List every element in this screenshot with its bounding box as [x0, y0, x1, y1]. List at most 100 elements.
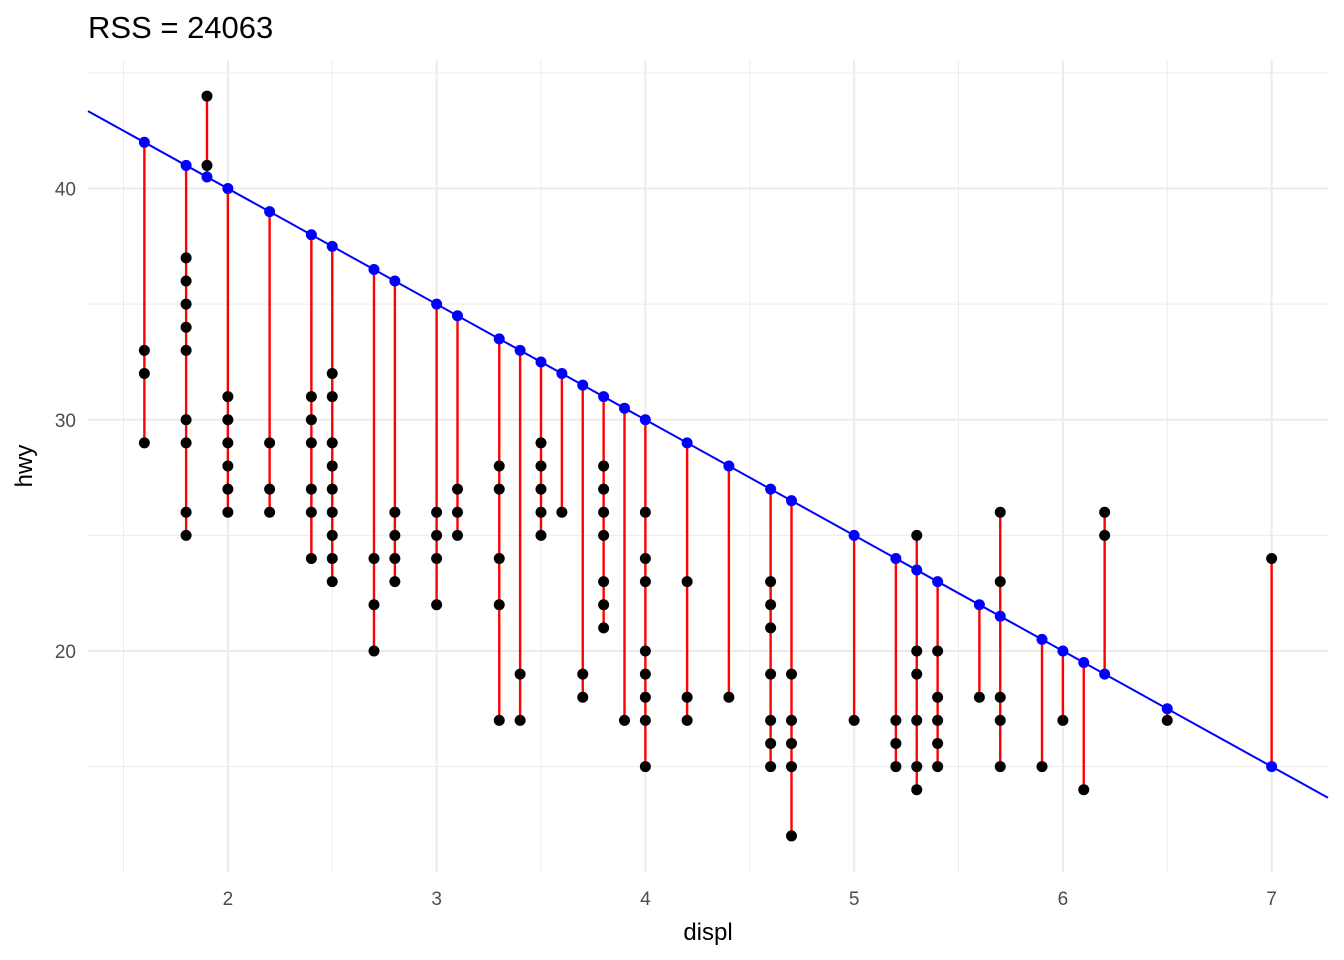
observed-point — [431, 552, 443, 564]
observed-point — [911, 784, 923, 796]
observed-point — [994, 506, 1006, 518]
observed-point — [180, 506, 192, 518]
observed-point — [222, 506, 234, 518]
observed-point — [577, 691, 589, 703]
observed-point — [786, 668, 798, 680]
observed-point — [1266, 552, 1278, 564]
observed-point — [514, 714, 526, 726]
observed-point — [932, 691, 944, 703]
observed-point — [431, 529, 443, 541]
observed-point — [138, 368, 150, 380]
observed-point — [326, 529, 338, 541]
observed-point — [493, 599, 505, 611]
y-tick-label: 40 — [55, 180, 76, 201]
observed-point — [1036, 761, 1048, 773]
observed-point — [598, 529, 610, 541]
observed-point — [639, 552, 651, 564]
observed-point — [911, 714, 923, 726]
fitted-point — [723, 460, 735, 472]
observed-point — [305, 483, 317, 495]
observed-point — [765, 761, 777, 773]
observed-point — [618, 714, 630, 726]
observed-point — [180, 275, 192, 287]
observed-point — [639, 714, 651, 726]
observed-point — [514, 668, 526, 680]
observed-point — [1099, 506, 1111, 518]
observed-point — [932, 761, 944, 773]
observed-point — [765, 714, 777, 726]
observed-point — [848, 714, 860, 726]
fitted-point — [514, 344, 526, 356]
observed-point — [765, 668, 777, 680]
fitted-point — [1266, 761, 1278, 773]
x-tick-label: 5 — [849, 889, 860, 910]
observed-point — [264, 437, 276, 449]
observed-point — [598, 576, 610, 588]
observed-point — [1161, 714, 1173, 726]
observed-point — [431, 599, 443, 611]
observed-point — [598, 483, 610, 495]
observed-point — [535, 460, 547, 472]
observed-point — [890, 761, 902, 773]
observed-point — [180, 321, 192, 333]
fitted-point — [451, 310, 463, 322]
observed-point — [264, 483, 276, 495]
observed-point — [389, 529, 401, 541]
fitted-point — [577, 379, 589, 391]
observed-point — [222, 391, 234, 403]
fitted-point — [368, 263, 380, 275]
fitted-point — [681, 437, 693, 449]
observed-point — [180, 529, 192, 541]
observed-point — [765, 576, 777, 588]
fitted-point — [1078, 657, 1090, 669]
x-tick-label: 2 — [223, 889, 234, 910]
observed-point — [535, 483, 547, 495]
observed-point — [493, 460, 505, 472]
observed-point — [535, 529, 547, 541]
observed-point — [326, 368, 338, 380]
observed-point — [138, 344, 150, 356]
observed-point — [911, 529, 923, 541]
observed-point — [911, 761, 923, 773]
x-tick-label: 4 — [640, 889, 651, 910]
observed-point — [598, 599, 610, 611]
observed-point — [368, 599, 380, 611]
observed-point — [326, 391, 338, 403]
observed-point — [264, 506, 276, 518]
observed-point — [326, 552, 338, 564]
fitted-point — [1099, 668, 1111, 680]
observed-point — [180, 298, 192, 310]
observed-point — [932, 714, 944, 726]
observed-point — [765, 599, 777, 611]
fitted-point — [911, 564, 923, 576]
observed-point — [368, 645, 380, 657]
observed-point — [994, 761, 1006, 773]
observed-point — [326, 576, 338, 588]
x-tick-label: 7 — [1266, 889, 1277, 910]
observed-point — [222, 460, 234, 472]
fitted-point — [201, 171, 213, 183]
observed-point — [723, 691, 735, 703]
fitted-point — [786, 495, 798, 507]
fit-line — [87, 110, 1329, 799]
regression-line — [87, 110, 1329, 799]
fitted-point — [305, 229, 317, 241]
fitted-point — [493, 333, 505, 345]
observed-point — [890, 714, 902, 726]
observed-point — [639, 506, 651, 518]
observed-point — [305, 437, 317, 449]
observed-point — [493, 552, 505, 564]
fitted-point — [389, 275, 401, 287]
observed-point — [326, 437, 338, 449]
y-axis-ticks: 20 30 40 — [55, 180, 76, 663]
fitted-point — [222, 183, 234, 195]
observed-point — [180, 252, 192, 264]
observed-point — [201, 159, 213, 171]
observed-point — [535, 437, 547, 449]
observed-point — [1078, 784, 1090, 796]
observed-point — [639, 761, 651, 773]
observed-point — [786, 830, 798, 842]
fitted-point — [556, 368, 568, 380]
observed-point — [639, 645, 651, 657]
